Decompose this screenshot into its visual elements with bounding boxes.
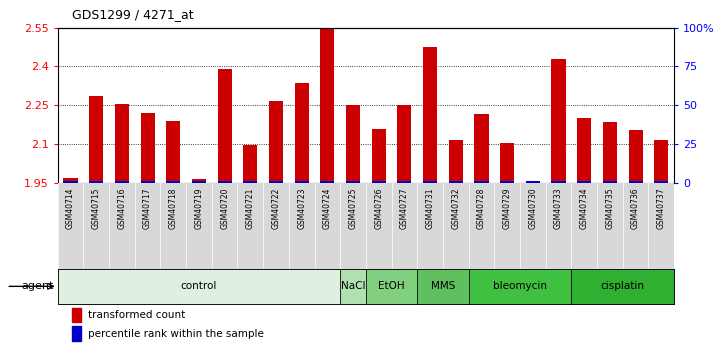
- Text: MMS: MMS: [430, 282, 455, 291]
- Bar: [115, 181, 129, 183]
- Bar: [89, 181, 103, 183]
- Bar: [654, 140, 668, 183]
- Text: GSM40737: GSM40737: [657, 187, 665, 229]
- Bar: [629, 130, 642, 183]
- Bar: [526, 181, 540, 183]
- Bar: [115, 104, 129, 183]
- Text: GSM40732: GSM40732: [451, 187, 460, 229]
- Text: GSM40727: GSM40727: [400, 187, 409, 229]
- Bar: [423, 181, 437, 183]
- Bar: [89, 96, 103, 183]
- Bar: [340, 269, 366, 304]
- Bar: [372, 181, 386, 183]
- Bar: [243, 145, 257, 183]
- Bar: [346, 105, 360, 183]
- Bar: [141, 181, 154, 183]
- Text: GSM40729: GSM40729: [503, 187, 512, 229]
- Text: GDS1299 / 4271_at: GDS1299 / 4271_at: [72, 8, 194, 21]
- Bar: [397, 181, 412, 183]
- Text: GSM40716: GSM40716: [118, 187, 126, 229]
- Bar: [269, 181, 283, 183]
- Text: GSM40717: GSM40717: [143, 187, 152, 229]
- Text: GSM40731: GSM40731: [425, 187, 435, 229]
- Bar: [500, 181, 514, 183]
- Bar: [423, 47, 437, 183]
- Bar: [578, 181, 591, 183]
- Text: GSM40736: GSM40736: [631, 187, 640, 229]
- Text: GSM40719: GSM40719: [195, 187, 203, 229]
- Text: GSM40734: GSM40734: [580, 187, 589, 229]
- Bar: [397, 105, 412, 183]
- Text: GSM40722: GSM40722: [272, 187, 280, 228]
- Text: GSM40718: GSM40718: [169, 187, 178, 228]
- Bar: [72, 308, 81, 322]
- Text: GSM40723: GSM40723: [297, 187, 306, 229]
- Bar: [572, 269, 674, 304]
- Bar: [603, 181, 617, 183]
- Bar: [295, 181, 309, 183]
- Bar: [474, 114, 489, 183]
- Bar: [218, 181, 231, 183]
- Text: EtOH: EtOH: [379, 282, 405, 291]
- Text: control: control: [181, 282, 217, 291]
- Text: bleomycin: bleomycin: [493, 282, 547, 291]
- Bar: [366, 269, 417, 304]
- Text: transformed count: transformed count: [88, 310, 185, 320]
- Bar: [346, 181, 360, 183]
- Bar: [63, 178, 78, 183]
- Text: NaCl: NaCl: [341, 282, 366, 291]
- Bar: [500, 143, 514, 183]
- Bar: [72, 326, 81, 341]
- Bar: [448, 181, 463, 183]
- Bar: [629, 181, 642, 183]
- Text: GSM40725: GSM40725: [348, 187, 358, 229]
- Bar: [295, 83, 309, 183]
- Text: GSM40724: GSM40724: [323, 187, 332, 229]
- Text: agent: agent: [22, 282, 54, 291]
- Bar: [269, 101, 283, 183]
- Bar: [167, 121, 180, 183]
- Text: percentile rank within the sample: percentile rank within the sample: [88, 329, 264, 339]
- Bar: [654, 181, 668, 183]
- Bar: [474, 181, 489, 183]
- Bar: [243, 181, 257, 183]
- Bar: [58, 269, 340, 304]
- Bar: [417, 269, 469, 304]
- Text: GSM40714: GSM40714: [66, 187, 75, 229]
- Bar: [603, 122, 617, 183]
- Bar: [63, 181, 78, 183]
- Bar: [192, 179, 206, 183]
- Bar: [141, 113, 154, 183]
- Bar: [320, 181, 335, 183]
- Bar: [372, 128, 386, 183]
- Text: GSM40715: GSM40715: [92, 187, 101, 229]
- Bar: [167, 181, 180, 183]
- Bar: [192, 181, 206, 183]
- Bar: [320, 28, 335, 183]
- Text: GSM40726: GSM40726: [374, 187, 384, 229]
- Bar: [218, 69, 231, 183]
- Text: GSM40735: GSM40735: [606, 187, 614, 229]
- Text: GSM40733: GSM40733: [554, 187, 563, 229]
- Text: GSM40730: GSM40730: [528, 187, 537, 229]
- Text: GSM40728: GSM40728: [477, 187, 486, 228]
- Bar: [578, 118, 591, 183]
- Text: GSM40720: GSM40720: [220, 187, 229, 229]
- Text: GSM40721: GSM40721: [246, 187, 255, 228]
- Bar: [448, 140, 463, 183]
- Text: cisplatin: cisplatin: [601, 282, 645, 291]
- Bar: [552, 181, 565, 183]
- Bar: [552, 59, 565, 183]
- Bar: [469, 269, 572, 304]
